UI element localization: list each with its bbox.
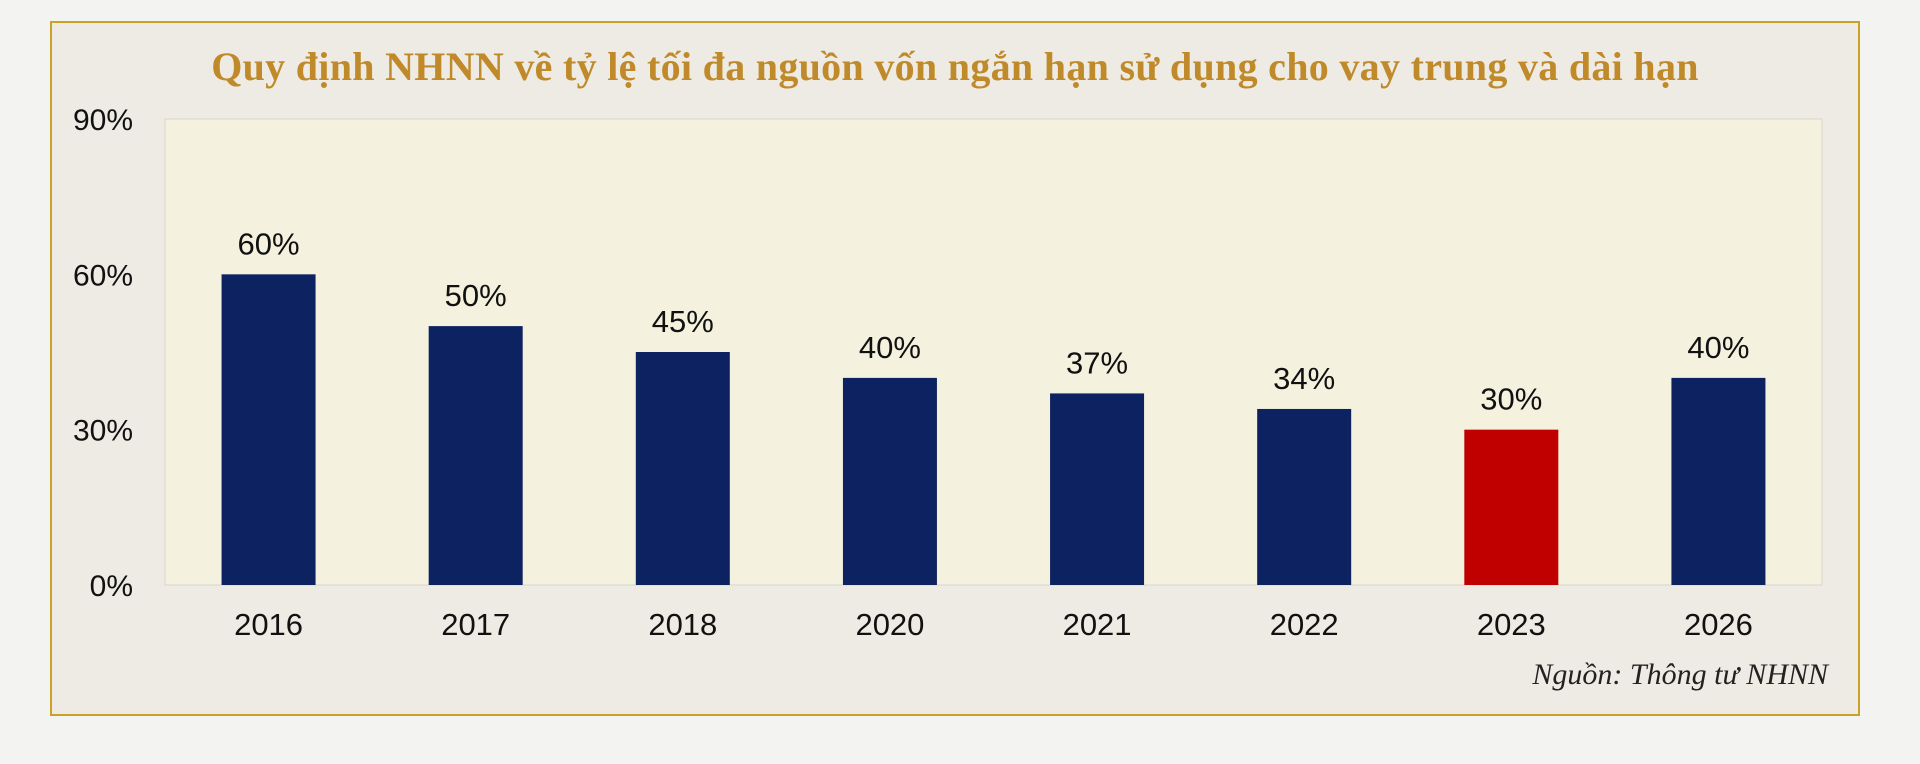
- data-label: 30%: [1480, 382, 1542, 417]
- data-label: 37%: [1066, 345, 1128, 380]
- bar: [428, 326, 523, 585]
- x-tick-label: 2017: [441, 607, 510, 642]
- bar: [1050, 393, 1145, 585]
- x-tick-label: 2023: [1477, 607, 1546, 642]
- y-tick-label: 0%: [90, 570, 133, 603]
- y-tick-label: 90%: [73, 104, 133, 137]
- y-tick-label: 30%: [73, 415, 133, 448]
- data-label: 50%: [445, 278, 507, 313]
- bar: [842, 377, 937, 585]
- plot-area: [164, 118, 1823, 586]
- x-tick-label: 2020: [855, 607, 924, 642]
- data-label: 40%: [859, 330, 921, 365]
- bar: [635, 352, 730, 585]
- source-note: Nguồn: Thông tư NHNN: [1532, 658, 1828, 691]
- data-label: 45%: [652, 304, 714, 339]
- chart-frame: Quy định NHNN về tỷ lệ tối đa nguồn vốn …: [50, 21, 1860, 716]
- bar: [221, 274, 316, 585]
- x-tick-label: 2022: [1270, 607, 1339, 642]
- x-tick-label: 2026: [1684, 607, 1753, 642]
- bar: [1464, 429, 1559, 585]
- x-tick-label: 2018: [648, 607, 717, 642]
- data-label: 34%: [1273, 361, 1335, 396]
- bar: [1671, 377, 1766, 585]
- bar-chart: 0% 30% 60% 90% 60% 2016 50% 2017 45% 2018 40% 2020 3…: [73, 104, 1823, 642]
- y-tick-label: 60%: [73, 259, 133, 292]
- x-tick-label: 2016: [234, 607, 303, 642]
- data-label: 60%: [238, 226, 300, 261]
- bar: [1257, 408, 1352, 585]
- data-label: 40%: [1687, 330, 1749, 365]
- chart-title: Quy định NHNN về tỷ lệ tối đa nguồn vốn …: [211, 44, 1699, 89]
- x-tick-label: 2021: [1063, 607, 1132, 642]
